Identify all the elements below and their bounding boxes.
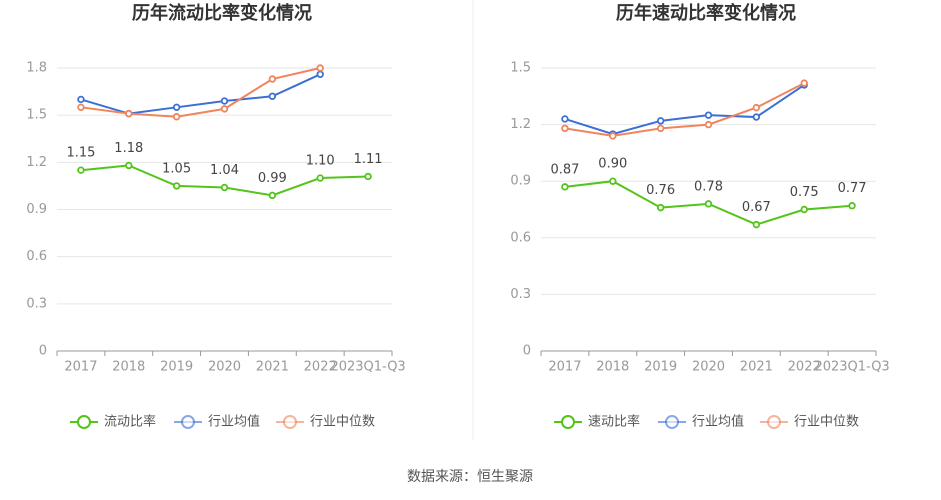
value-label: 0.67 [742,200,771,215]
y-tick-label: 1.2 [26,155,47,170]
series-line [564,84,805,136]
data-point [704,120,713,129]
legend-label: 速动比率 [588,414,640,430]
x-tick-label: 2020 [208,360,241,375]
series-line [80,73,321,115]
y-tick-label: 1.2 [510,117,531,132]
value-label: 1.04 [210,163,239,178]
x-tick-label: 2019 [160,360,193,375]
data-point [656,124,665,133]
data-point [704,111,713,119]
y-tick-label: 0.3 [26,296,47,311]
y-tick-label: 0.3 [510,287,531,302]
legend-label: 行业均值 [692,414,744,430]
value-label: 0.76 [646,183,675,198]
legend-marker [77,415,91,429]
data-point [220,105,229,113]
x-tick-label: 2017 [548,360,581,375]
data-point [316,70,324,78]
data-point [268,191,277,200]
legend-marker [181,415,195,429]
x-tick-label: 2022 [788,360,821,375]
value-label: 1.05 [162,161,191,176]
value-label: 0.87 [550,162,579,177]
data-point [77,166,85,174]
series-line [80,67,321,118]
data-point [172,113,181,121]
data-point [172,103,181,112]
value-label: 0.99 [258,171,287,186]
data-point [561,115,569,123]
data-point [752,220,761,229]
legend-label: 行业中位数 [794,415,859,430]
data-point [561,183,569,191]
legend-marker [561,415,575,429]
value-label: 1.15 [66,146,95,161]
data-point [656,117,665,125]
legend-label: 行业均值 [208,414,260,430]
data-point [220,97,229,105]
data-point [364,172,372,181]
x-tick-label: 2022 [304,360,337,375]
data-point [848,202,856,210]
x-tick-label: 2018 [596,360,629,375]
value-label: 1.11 [354,152,383,167]
data-point [561,124,569,133]
data-point [125,109,133,118]
legend-marker [665,415,679,429]
y-tick-label: 0.9 [26,202,47,217]
y-tick-label: 1.5 [26,108,47,123]
data-point [77,103,85,112]
data-point [77,95,85,104]
data-point [609,132,617,140]
legend-label: 行业中位数 [310,415,375,430]
x-tick-label: 2021 [740,360,773,375]
chart-title: 历年速动比率变化情况 [616,2,796,24]
data-point [704,200,713,208]
y-tick-label: 0.6 [510,230,531,245]
value-label: 0.77 [838,181,867,196]
y-tick-label: 0.9 [510,174,531,189]
series-line [564,82,805,137]
legend-label: 流动比率 [104,414,156,430]
data-point [800,79,808,87]
data-point [316,64,324,72]
legend-marker [767,415,781,429]
y-tick-label: 0 [523,344,531,359]
value-label: 1.18 [114,141,143,156]
source-note: 数据来源：恒生聚源 [407,469,533,485]
x-tick-label: 2018 [112,360,145,375]
data-point [220,183,229,192]
data-point [125,161,133,170]
data-point [172,182,181,190]
y-tick-label: 0 [39,344,47,359]
legend-marker [283,415,297,429]
data-point [316,174,324,182]
data-point [800,205,808,214]
data-point [609,177,617,185]
data-point [268,75,277,83]
value-label: 0.75 [790,185,819,200]
data-point [752,113,761,121]
x-tick-label: 2021 [256,360,289,375]
value-label: 0.90 [598,157,627,172]
x-tick-label: 2020 [692,360,725,375]
x-tick-label: 2023Q1-Q3 [814,360,889,375]
y-tick-label: 1.8 [26,61,47,76]
data-point [268,92,277,100]
x-tick-label: 2017 [64,360,97,375]
data-point [752,103,761,112]
x-tick-label: 2019 [644,360,677,375]
y-tick-label: 0.6 [26,249,47,264]
x-tick-label: 2023Q1-Q3 [330,360,405,375]
chart-title: 历年流动比率变化情况 [132,2,312,24]
y-tick-label: 1.5 [510,61,531,76]
value-label: 1.10 [306,154,335,169]
value-label: 0.78 [694,179,723,194]
data-point [656,203,665,212]
